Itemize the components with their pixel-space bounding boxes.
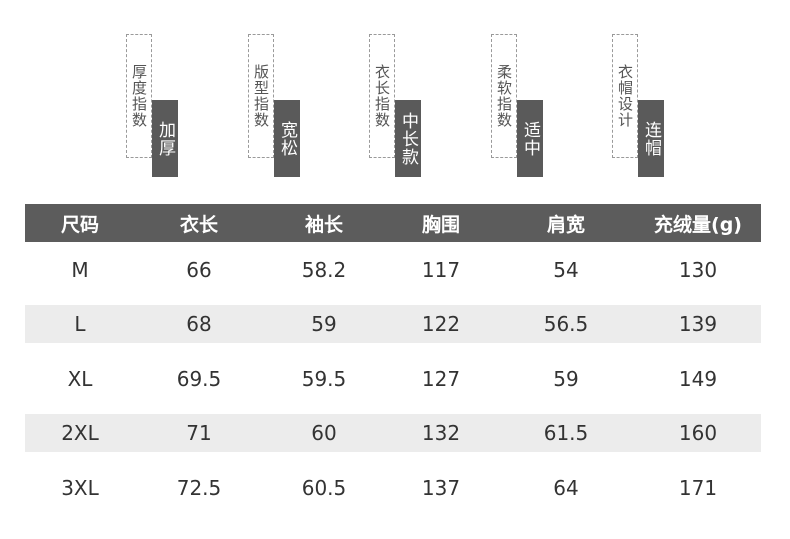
tag-value: 加厚 bbox=[155, 120, 175, 157]
tag-value-box: 宽松 bbox=[274, 100, 300, 177]
tag-value: 连帽 bbox=[641, 120, 661, 157]
cell-fill: 171 bbox=[678, 475, 718, 500]
tag-label-box: 版型指数 bbox=[248, 34, 274, 158]
table-header: 尺码 衣长 袖长 胸围 肩宽 充绒量(g) bbox=[25, 204, 761, 242]
tag-value-box: 中长款 bbox=[395, 100, 421, 177]
table-row: M 66 58.2 117 54 130 bbox=[25, 242, 761, 297]
cell-length: 66 bbox=[186, 257, 212, 282]
cell-shoulder: 61.5 bbox=[543, 421, 589, 445]
tag-fit: 版型指数 宽松 bbox=[248, 0, 308, 190]
header-fill: 充绒量(g) bbox=[654, 213, 742, 236]
table-row: 3XL 72.5 60.5 137 64 171 bbox=[25, 460, 761, 515]
cell-length: 69.5 bbox=[176, 366, 222, 391]
tag-label: 柔软指数 bbox=[495, 64, 513, 128]
tag-label: 衣帽设计 bbox=[616, 64, 634, 128]
cell-chest: 132 bbox=[421, 421, 461, 445]
cell-size: M bbox=[71, 257, 89, 282]
cell-sleeve: 60.5 bbox=[301, 475, 347, 500]
cell-sleeve: 58.2 bbox=[301, 257, 347, 282]
cell-size: 3XL bbox=[61, 475, 99, 500]
cell-size: XL bbox=[67, 366, 93, 391]
tag-value: 宽松 bbox=[277, 120, 297, 157]
tag-value-box: 加厚 bbox=[152, 100, 178, 177]
tag-label: 厚度指数 bbox=[130, 64, 148, 128]
header-length: 衣长 bbox=[179, 213, 218, 236]
cell-size: L bbox=[74, 312, 86, 336]
cell-sleeve: 60 bbox=[311, 421, 337, 445]
tag-label: 版型指数 bbox=[252, 64, 270, 128]
tag-value-box: 连帽 bbox=[638, 100, 664, 177]
tag-label-box: 衣长指数 bbox=[369, 34, 395, 158]
cell-chest: 122 bbox=[421, 312, 461, 336]
tag-hood: 衣帽设计 连帽 bbox=[612, 0, 672, 190]
header-size: 尺码 bbox=[60, 213, 99, 236]
cell-sleeve: 59 bbox=[311, 312, 337, 336]
tag-softness: 柔软指数 适中 bbox=[491, 0, 551, 190]
tag-thickness: 厚度指数 加厚 bbox=[126, 0, 186, 190]
cell-length: 72.5 bbox=[176, 475, 222, 500]
cell-shoulder: 54 bbox=[553, 257, 579, 282]
header-chest: 胸围 bbox=[421, 213, 460, 236]
tag-value: 适中 bbox=[520, 120, 540, 157]
table-row: XL 69.5 59.5 127 59 149 bbox=[25, 351, 761, 406]
cell-chest: 137 bbox=[421, 475, 461, 500]
cell-length: 68 bbox=[186, 312, 212, 336]
tag-value: 中长款 bbox=[398, 111, 418, 166]
cell-fill: 160 bbox=[678, 421, 718, 445]
cell-chest: 127 bbox=[421, 366, 461, 391]
cell-length: 71 bbox=[186, 421, 212, 445]
tag-label-box: 衣帽设计 bbox=[612, 34, 638, 158]
tag-label-box: 柔软指数 bbox=[491, 34, 517, 158]
size-table: 尺码 衣长 袖长 胸围 肩宽 充绒量(g) M 66 58.2 117 54 1… bbox=[25, 204, 761, 515]
tag-value-box: 适中 bbox=[517, 100, 543, 177]
table-row: L 68 59 122 56.5 139 bbox=[25, 305, 761, 343]
cell-fill: 130 bbox=[678, 257, 718, 282]
header-sleeve: 袖长 bbox=[304, 213, 343, 236]
tag-label: 衣长指数 bbox=[373, 64, 391, 128]
cell-fill: 149 bbox=[678, 366, 718, 391]
tag-length: 衣长指数 中长款 bbox=[369, 0, 429, 190]
cell-fill: 139 bbox=[678, 312, 718, 336]
table-row: 2XL 71 60 132 61.5 160 bbox=[25, 414, 761, 452]
cell-shoulder: 64 bbox=[553, 475, 579, 500]
cell-size: 2XL bbox=[61, 421, 99, 445]
header-shoulder: 肩宽 bbox=[546, 213, 585, 236]
cell-sleeve: 59.5 bbox=[301, 366, 347, 391]
tag-label-box: 厚度指数 bbox=[126, 34, 152, 158]
cell-shoulder: 56.5 bbox=[543, 312, 589, 336]
cell-shoulder: 59 bbox=[553, 366, 579, 391]
cell-chest: 117 bbox=[421, 257, 461, 282]
